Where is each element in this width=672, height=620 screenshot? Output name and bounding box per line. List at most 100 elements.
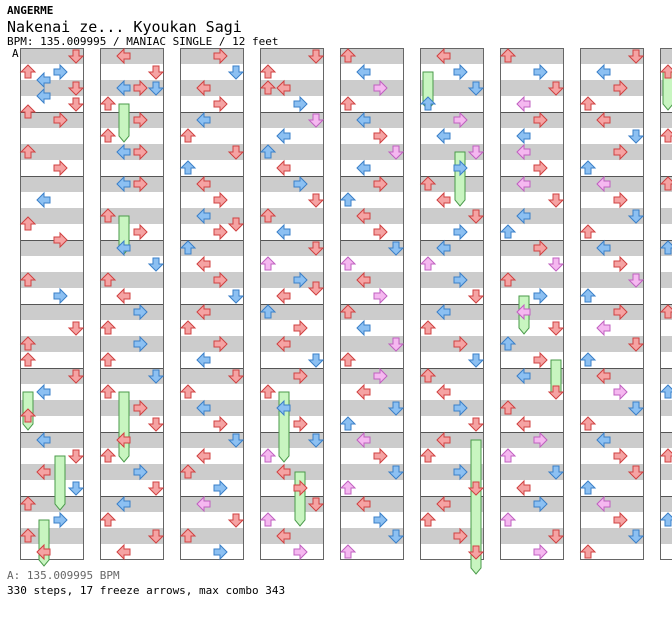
beat-stripe bbox=[20, 464, 84, 480]
column-border bbox=[20, 48, 84, 560]
step-arrow bbox=[19, 104, 37, 119]
step-arrow bbox=[67, 369, 85, 384]
step-arrow bbox=[19, 336, 37, 351]
step-arrow bbox=[339, 48, 357, 63]
beat-stripe bbox=[100, 112, 164, 128]
step-arrow bbox=[516, 207, 531, 225]
step-arrow bbox=[387, 401, 405, 416]
beat-stripe bbox=[260, 176, 324, 192]
step-arrow bbox=[453, 111, 468, 129]
beat-stripe bbox=[20, 112, 84, 128]
beat-stripe bbox=[20, 496, 84, 512]
artist-name: ANGERME bbox=[7, 4, 54, 17]
beat-stripe bbox=[20, 240, 84, 256]
step-arrow bbox=[19, 272, 37, 287]
beat-stripe bbox=[100, 272, 164, 288]
step-arrow bbox=[419, 96, 437, 111]
step-arrow bbox=[453, 271, 468, 289]
beat-stripe bbox=[420, 528, 484, 544]
step-arrow bbox=[419, 512, 437, 527]
step-arrow bbox=[436, 127, 451, 145]
step-arrow bbox=[196, 495, 211, 513]
step-arrow bbox=[419, 320, 437, 335]
step-arrow bbox=[453, 159, 468, 177]
step-arrow bbox=[36, 543, 51, 561]
beat-stripe bbox=[340, 80, 404, 96]
chart-stats: 330 steps, 17 freeze arrows, max combo 3… bbox=[7, 584, 286, 597]
step-arrow bbox=[276, 527, 291, 545]
step-arrow bbox=[196, 207, 211, 225]
beat-stripe bbox=[180, 400, 244, 416]
step-arrow bbox=[499, 400, 517, 415]
step-arrow bbox=[659, 240, 672, 255]
step-arrow bbox=[36, 383, 51, 401]
step-arrow bbox=[436, 191, 451, 209]
step-arrow bbox=[67, 49, 85, 64]
beat-stripe bbox=[340, 208, 404, 224]
step-arrow bbox=[133, 303, 148, 321]
beat-stripe bbox=[420, 304, 484, 320]
step-arrow bbox=[307, 497, 325, 512]
beat-stripe bbox=[420, 176, 484, 192]
step-arrow bbox=[293, 175, 308, 193]
step-arrow bbox=[467, 81, 485, 96]
step-arrow bbox=[596, 175, 611, 193]
step-arrow bbox=[373, 175, 388, 193]
step-arrow bbox=[373, 367, 388, 385]
step-arrow bbox=[339, 416, 357, 431]
step-arrow bbox=[133, 463, 148, 481]
beat-stripe bbox=[20, 48, 84, 64]
beat-stripe bbox=[260, 272, 324, 288]
beat-stripe bbox=[260, 80, 324, 96]
step-arrow bbox=[196, 111, 211, 129]
beat-stripe bbox=[580, 304, 644, 320]
step-arrow bbox=[36, 191, 51, 209]
beat-stripe bbox=[260, 368, 324, 384]
beat-stripe bbox=[100, 144, 164, 160]
step-arrow bbox=[436, 431, 451, 449]
step-arrow bbox=[533, 543, 548, 561]
beat-stripe bbox=[180, 208, 244, 224]
step-arrow bbox=[147, 481, 165, 496]
step-arrow bbox=[227, 289, 245, 304]
step-arrow bbox=[19, 496, 37, 511]
beat-stripe bbox=[20, 432, 84, 448]
freeze-arrow bbox=[118, 103, 130, 143]
song-title: Nakenai ze... Kyoukan Sagi bbox=[7, 18, 242, 36]
step-arrow bbox=[627, 529, 645, 544]
step-arrow bbox=[307, 49, 325, 64]
beat-stripe bbox=[340, 368, 404, 384]
step-arrow bbox=[196, 447, 211, 465]
step-arrow bbox=[596, 63, 611, 81]
step-arrow bbox=[293, 271, 308, 289]
step-arrow bbox=[147, 257, 165, 272]
beat-stripe bbox=[500, 496, 564, 512]
step-arrow bbox=[227, 217, 245, 232]
column-border bbox=[660, 48, 672, 560]
beat-stripe bbox=[660, 144, 672, 160]
beat-stripe bbox=[100, 368, 164, 384]
beat-stripe bbox=[580, 368, 644, 384]
step-arrow bbox=[227, 433, 245, 448]
beat-stripe bbox=[660, 208, 672, 224]
beat-stripe bbox=[100, 496, 164, 512]
step-arrow bbox=[547, 385, 565, 400]
beat-stripe bbox=[500, 432, 564, 448]
step-arrow bbox=[516, 127, 531, 145]
step-arrow bbox=[99, 352, 117, 367]
freeze-arrow bbox=[118, 391, 130, 463]
step-arrow bbox=[179, 240, 197, 255]
beat-stripe bbox=[500, 240, 564, 256]
step-arrow bbox=[293, 95, 308, 113]
beat-stripe bbox=[420, 464, 484, 480]
bpm-line: A: 135.009995 BPM bbox=[7, 569, 120, 582]
beat-stripe bbox=[180, 144, 244, 160]
step-arrow bbox=[613, 79, 628, 97]
beat-stripe bbox=[180, 464, 244, 480]
step-arrow bbox=[293, 415, 308, 433]
step-arrow bbox=[533, 287, 548, 305]
beat-stripe bbox=[660, 48, 672, 64]
beat-stripe bbox=[100, 48, 164, 64]
beat-stripe bbox=[100, 240, 164, 256]
step-arrow bbox=[36, 431, 51, 449]
